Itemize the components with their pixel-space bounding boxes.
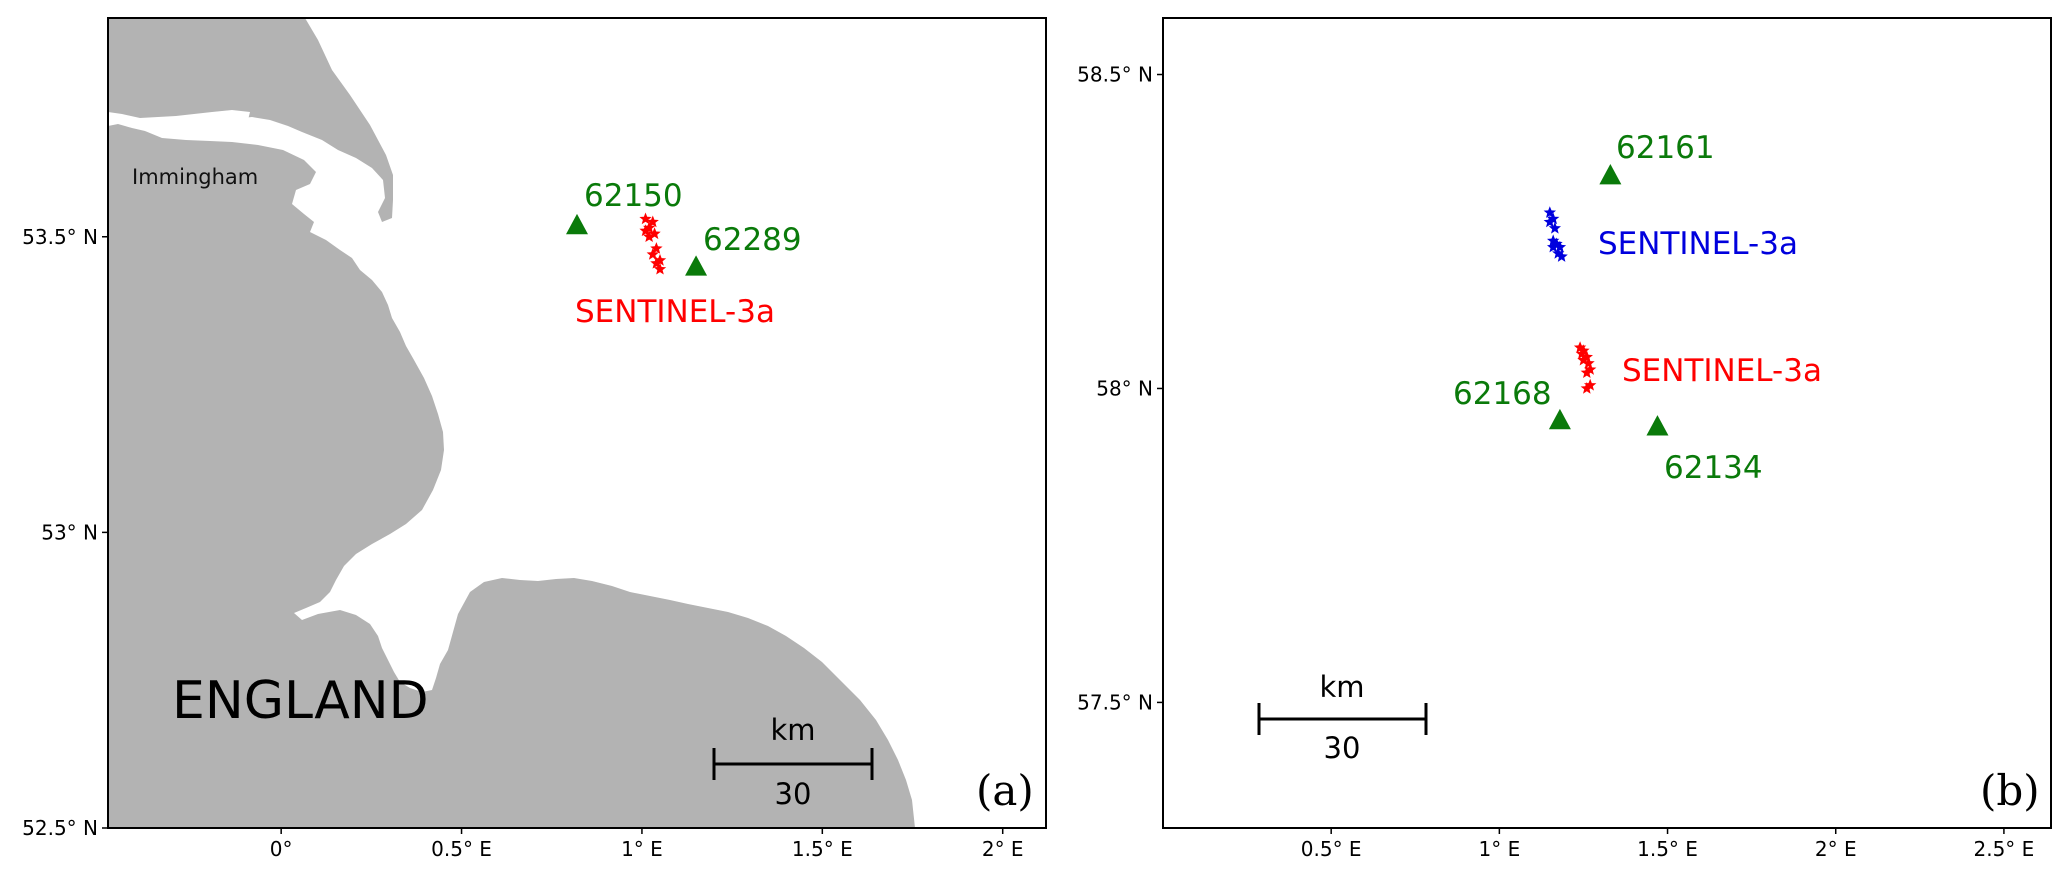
station-marker-62161-icon [1599, 163, 1622, 185]
station-marker-62150-icon [566, 213, 588, 235]
sentinel-3a-point-north-star-icon [1547, 212, 1560, 225]
satellite-label-sentinel-3a: SENTINEL-3a [575, 294, 775, 330]
map-a-land [108, 18, 915, 828]
map-b-frame [1162, 17, 2052, 829]
sentinel-3a-point-north-star-icon [1548, 221, 1561, 234]
scalebar-unit: km [770, 713, 815, 747]
x-tick-label: 0° [270, 837, 293, 861]
panel-a: 0° 0.5° E 1° E 1.5° E 2° E 53.5° N 53° N 52.5°… [22, 17, 1047, 861]
sentinel-3a-point-south-star-icon [1577, 353, 1590, 366]
sentinel-3a-point-north-star-icon [1547, 240, 1560, 253]
station-marker-62168-icon [1548, 408, 1571, 430]
sentinel-3a-point-south-star-icon [1575, 347, 1588, 360]
sentinel-3a-point-south-star-icon [1580, 350, 1593, 363]
panel-label-b: (b) [1980, 766, 2040, 815]
sentinel-3a-point-star-icon [639, 212, 652, 225]
x-tick-label: 2.5° E [1974, 837, 2035, 861]
x-tick-label: 2° E [1815, 837, 1857, 861]
y-tick-label: 58.5° N [1077, 63, 1153, 87]
station-label-62150: 62150 [584, 178, 683, 214]
y-axis-b: 58.5° N 58° N 57.5° N [1077, 63, 1163, 714]
satellite-label-sentinel-3a-south: SENTINEL-3a [1622, 353, 1822, 389]
panel-b: 0.5° E 1° E 1.5° E 2° E 2.5° E 58.5° N58° N5… [1077, 17, 2052, 861]
sentinel-3a-point-north-star-icon [1552, 247, 1565, 259]
country-label-england: ENGLAND [172, 671, 429, 731]
markers-a [566, 212, 708, 276]
station-marker-62289-icon [685, 255, 708, 276]
sentinel-3a-point-south-star-icon [1582, 356, 1595, 369]
y-tick-label: 53.5° N [22, 225, 98, 249]
england-landmass [108, 18, 915, 828]
sentinel-3a-point-south-star-icon [1584, 378, 1597, 391]
station-label-62289: 62289 [703, 222, 802, 258]
x-tick-label: 0.5° E [1301, 837, 1362, 861]
sentinel-3a-point-north-star-icon [1543, 206, 1556, 218]
y-tick-label: 52.5° N [22, 816, 98, 840]
y-tick-label: 57.5° N [1077, 690, 1153, 714]
station-marker-62134-icon [1646, 415, 1669, 436]
satellite-label-sentinel-3a-north: SENTINEL-3a [1598, 226, 1798, 262]
scalebar-unit: km [1319, 670, 1364, 704]
x-tick-label: 1.5° E [1637, 837, 1698, 861]
y-tick-label: 58° N [1096, 376, 1153, 400]
sentinel-3a-point-star-icon [646, 215, 659, 228]
scalebar-length: 30 [1324, 731, 1361, 765]
scalebar-a: km 30 [712, 713, 874, 811]
sentinel-3a-point-star-icon [639, 224, 652, 237]
sentinel-3a-point-north-star-icon [1547, 234, 1560, 247]
humber-estuary [108, 110, 250, 132]
scalebar-length: 30 [775, 777, 812, 811]
sentinel-3a-point-south-star-icon [1580, 382, 1593, 394]
station-label-62168: 62168 [1453, 376, 1552, 412]
sentinel-3a-point-star-icon [648, 227, 661, 240]
sentinel-3a-point-star-icon [643, 230, 656, 242]
sentinel-3a-point-south-star-icon [1580, 366, 1593, 378]
y-tick-label: 53° N [41, 520, 98, 544]
x-axis-b: 0.5° E 1° E 1.5° E 2° E 2.5° E [1301, 828, 2035, 861]
sentinel-3a-point-south-star-icon [1573, 341, 1587, 353]
station-label-62134: 62134 [1664, 450, 1763, 486]
sentinel-3a-point-star-icon [646, 248, 659, 260]
place-label-immingham: Immingham [132, 165, 258, 189]
sentinel-3a-point-north-star-icon [1553, 240, 1567, 253]
scalebar-b: km 30 [1257, 670, 1428, 765]
sentinel-3a-point-south-star-icon [1584, 363, 1597, 375]
sentinel-3a-point-star-icon [643, 221, 656, 234]
map-a-frame [107, 17, 1047, 829]
x-tick-label: 2° E [982, 837, 1024, 861]
x-tick-label: 0.5° E [431, 837, 492, 861]
x-tick-label: 1.5° E [792, 837, 853, 861]
x-axis-a: 0° 0.5° E 1° E 1.5° E 2° E [270, 828, 1024, 861]
x-tick-label: 1° E [621, 837, 663, 861]
sentinel-3a-point-star-icon [653, 253, 667, 266]
sentinel-3a-point-star-icon [653, 262, 667, 275]
sentinel-3a-point-north-star-icon [1550, 237, 1563, 250]
sentinel-3a-point-south-star-icon [1577, 344, 1590, 356]
sentinel-3a-point-star-icon [650, 256, 663, 269]
station-label-62161: 62161 [1616, 130, 1715, 166]
sentinel-3a-point-north-star-icon [1543, 215, 1556, 228]
markers-b [1543, 163, 1669, 436]
panel-label-a: (a) [976, 766, 1034, 815]
y-axis-a: 53.5° N 53° N 52.5° N [22, 225, 108, 840]
x-tick-label: 1° E [1479, 837, 1521, 861]
sentinel-3a-point-north-star-icon [1555, 250, 1568, 262]
